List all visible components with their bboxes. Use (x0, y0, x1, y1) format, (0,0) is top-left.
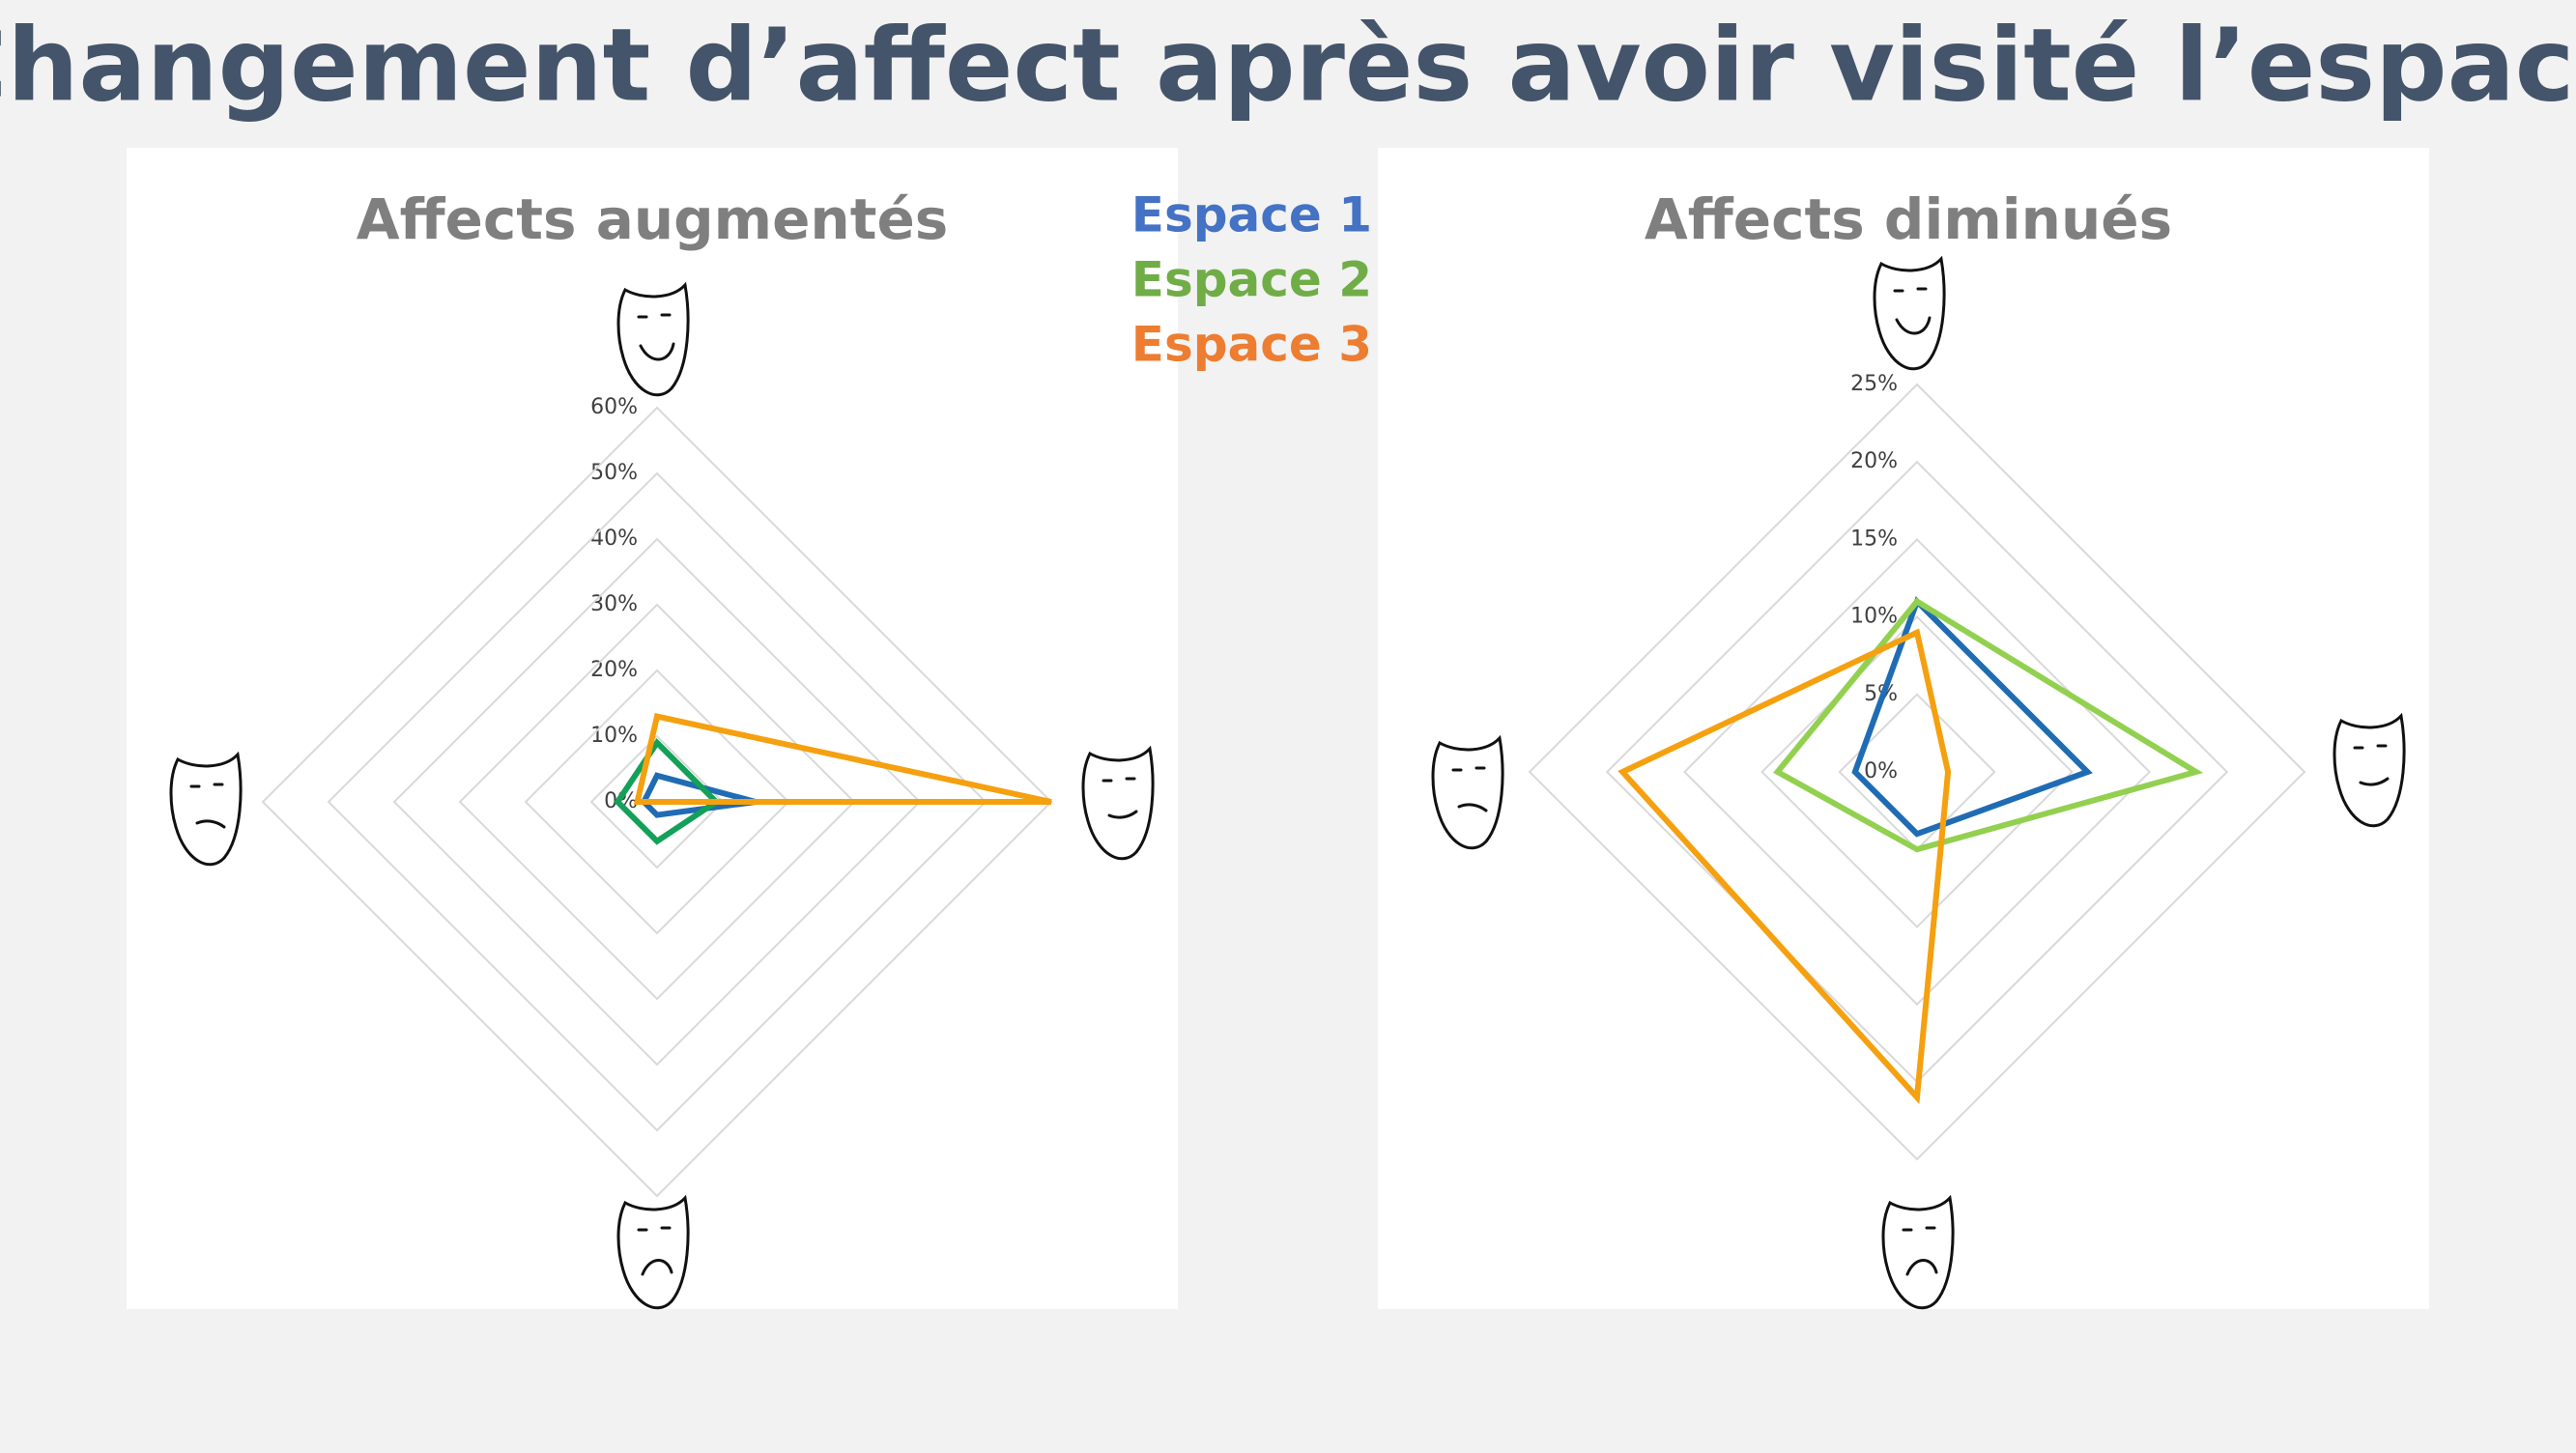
neutral-face-icon (2333, 714, 2406, 828)
happy-face-icon (1873, 257, 1946, 371)
legend-entry: Espace 3 (1131, 317, 1372, 373)
series-line (1617, 628, 1952, 1104)
series-line (633, 713, 1052, 805)
radial-tick-label: 60% (590, 395, 638, 419)
radial-tick-label: 50% (590, 461, 638, 485)
unhappy-face-icon (1431, 736, 1504, 850)
page-title: Changement d’affect après avoir visité l… (0, 6, 2576, 124)
radial-tick-label: 20% (590, 658, 638, 682)
sad-face-icon (616, 1196, 690, 1310)
legend: Espace 1 Espace 2 Espace 3 (1131, 187, 1372, 373)
sad-face-icon (1881, 1196, 1955, 1310)
grid-ring (327, 471, 987, 1132)
radial-tick-label: 40% (590, 527, 638, 551)
unhappy-face-icon (169, 753, 243, 867)
grid-ring (392, 537, 922, 1067)
series-line (614, 738, 721, 845)
radial-tick-label: 20% (1850, 449, 1898, 473)
legend-entry: Espace 2 (1131, 252, 1372, 308)
grid-ring (589, 734, 725, 869)
radial-tick-label: 25% (1850, 372, 1898, 396)
chart-panel (1378, 148, 2429, 1309)
happy-face-icon (616, 283, 690, 397)
neutral-face-icon (1081, 747, 1155, 861)
grid-ring (458, 603, 856, 1001)
grid-ring (261, 406, 1053, 1198)
series-line (1851, 596, 2093, 838)
legend-entry: Espace 1 (1131, 187, 1372, 243)
series-line (640, 772, 757, 818)
chart-title: Affects augmentés (357, 186, 949, 252)
radial-tick-label: 15% (1850, 527, 1898, 551)
chart-title: Affects diminués (1645, 186, 2172, 252)
grid-ring (524, 669, 790, 935)
grid-ring (1760, 615, 2074, 928)
radial-tick-label: 0% (1864, 759, 1898, 783)
radial-tick-label: 30% (590, 592, 638, 616)
grid-ring (1528, 383, 2306, 1161)
series-line (1773, 597, 2204, 853)
radial-tick-label: 10% (590, 724, 638, 748)
radial-tick-label: 10% (1850, 605, 1898, 629)
